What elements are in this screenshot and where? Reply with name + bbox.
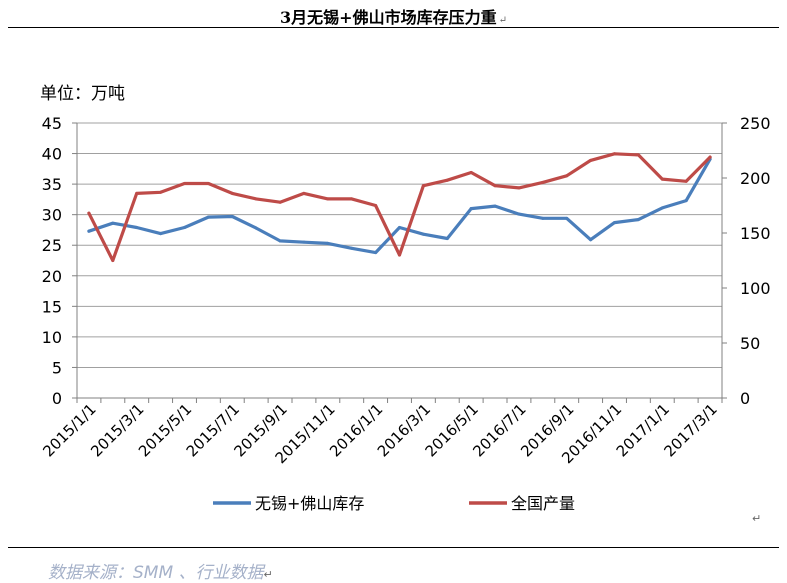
inventory-point: [517, 212, 521, 216]
production-point: [445, 178, 449, 182]
inventory-point: [374, 251, 378, 255]
inventory-point: [589, 238, 593, 242]
production-point: [278, 200, 282, 204]
production-point: [613, 152, 616, 156]
y-left-tick-label: 25: [42, 236, 62, 255]
inventory-point: [636, 218, 640, 222]
production-point: [302, 191, 306, 195]
y-right-tick-label: 0: [740, 389, 750, 408]
inventory-point: [183, 226, 186, 229]
production-point: [206, 182, 210, 185]
production-point: [159, 190, 163, 194]
chart-title-text: 3月无锡+佛山市场库存压力重: [280, 8, 497, 27]
series-line-production: [87, 152, 712, 263]
production-point: [541, 180, 545, 184]
production-point: [421, 184, 425, 188]
inventory-point: [660, 206, 664, 210]
inventory-point: [613, 221, 616, 225]
production-point: [183, 182, 186, 185]
production-point: [684, 179, 688, 183]
gridlines: [77, 122, 722, 368]
production-point: [493, 184, 497, 188]
series-line-inventory: [87, 157, 712, 255]
production-point: [87, 211, 91, 215]
unit-label: 单位：万吨: [40, 84, 125, 104]
production-point: [254, 197, 258, 201]
inventory-point: [302, 240, 306, 244]
inventory-point: [421, 232, 425, 236]
legend-label-production: 全国产量: [511, 494, 575, 513]
production-point: [660, 177, 664, 181]
production-point: [374, 204, 378, 207]
production-point: [565, 174, 569, 178]
y-left-tick-label: 30: [42, 206, 62, 225]
production-point: [636, 153, 640, 157]
y-right-tick-label: 250: [740, 114, 771, 133]
inventory-point: [254, 226, 258, 230]
series-lines: [87, 152, 712, 263]
production-point: [111, 259, 115, 262]
title-paragraph-mark: ↵: [498, 15, 507, 26]
title-rule: [8, 27, 779, 28]
legend-label-inventory: 无锡+佛山库存: [255, 494, 364, 513]
inventory-point: [230, 215, 234, 218]
production-point: [350, 197, 354, 201]
inventory-point: [684, 199, 688, 203]
production-point: [135, 191, 139, 195]
y-right-tick-label: 50: [740, 334, 760, 353]
y-left-tick-label: 35: [42, 175, 62, 194]
inventory-point: [326, 241, 330, 245]
production-point: [326, 197, 330, 201]
inventory-point: [135, 226, 139, 229]
y-left-tick-label: 10: [42, 328, 62, 347]
inventory-point: [350, 246, 354, 250]
y-left-tick-label: 45: [42, 114, 62, 133]
inventory-point: [111, 221, 115, 225]
inventory-point: [398, 226, 401, 229]
inventory-point: [445, 237, 449, 240]
y-left-tick-label: 20: [42, 267, 62, 286]
production-point: [230, 191, 234, 195]
legend: 无锡+佛山库存 全国产量: [213, 494, 575, 513]
source-text: 数据来源：SMM 、行业数据↵: [48, 558, 273, 583]
inventory-point: [206, 215, 210, 219]
inventory-point: [541, 216, 545, 220]
y-right-tick-label: 150: [740, 224, 771, 243]
y-left-tick-label: 5: [52, 358, 62, 377]
chart-area: 单位：万吨 0 5 10 15 20 25 30 35 40 45 0 50 100 150 200 250…: [39, 84, 771, 513]
inventory-point: [493, 204, 497, 208]
production-point: [589, 158, 593, 162]
y-left-tick-label: 40: [42, 145, 62, 164]
x-tick-labels: 2015/1/12015/3/12015/5/12015/7/12015/9/1…: [39, 400, 720, 467]
inventory-point: [565, 216, 569, 220]
inventory-point: [278, 239, 282, 243]
inventory-point: [87, 229, 91, 233]
y-right-tick-labels: 0 50 100 150 200 250: [740, 114, 771, 408]
chart-title: 3月无锡+佛山市场库存压力重 ↵: [0, 4, 787, 28]
y-right-tick-label: 200: [740, 169, 771, 188]
axes: [72, 122, 727, 403]
production-point: [398, 253, 401, 257]
y-right-tick-label: 100: [740, 279, 771, 298]
title-bar: 3月无锡+佛山市场库存压力重 ↵: [0, 0, 787, 30]
source-paragraph-mark: ↵: [263, 568, 273, 581]
y-left-tick-labels: 0 5 10 15 20 25 30 35 40 45: [42, 114, 62, 408]
production-point: [469, 171, 473, 174]
production-point: [517, 186, 521, 190]
inventory-point: [159, 232, 163, 236]
source-rule: [8, 547, 779, 548]
source-label: 数据来源：SMM 、行业数据: [48, 563, 264, 583]
inventory-point: [469, 207, 473, 211]
y-left-tick-label: 0: [52, 389, 62, 408]
x-tick-label: 2017/3/1: [661, 400, 721, 460]
production-point: [708, 155, 712, 159]
paragraph-mark-right: ↵: [752, 512, 762, 525]
y-left-tick-label: 15: [42, 297, 62, 316]
